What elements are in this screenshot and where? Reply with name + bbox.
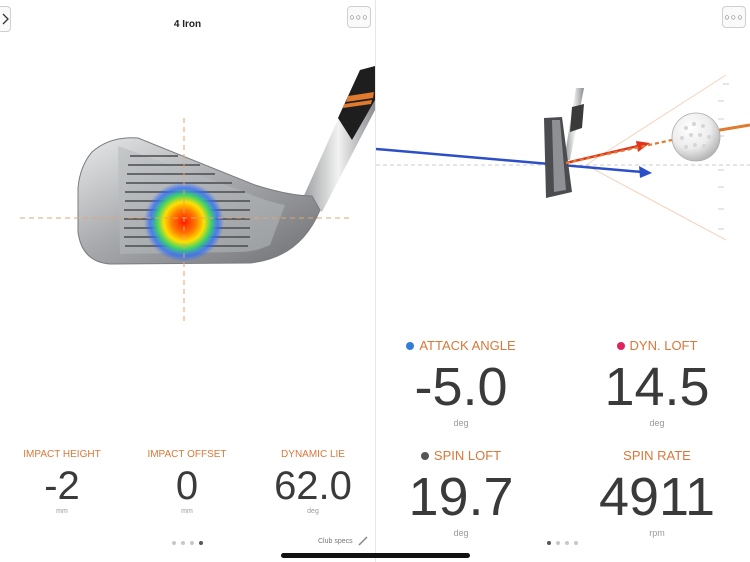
impact-offset-unit: mm — [181, 508, 193, 515]
attack-angle-dot — [406, 341, 415, 350]
impact-offset-value: 0 — [175, 464, 199, 508]
more-options-button[interactable]: ○○○ — [722, 6, 746, 28]
impact-offset-metric: IMPACT OFFSET 0 mm — [143, 449, 231, 515]
attack-angle-unit: deg — [453, 418, 469, 428]
spin-loft-value: 19.7 — [408, 467, 514, 527]
impact-height-label: IMPACT HEIGHT — [23, 449, 101, 460]
page-dot[interactable] — [556, 541, 560, 545]
spin-loft-unit: deg — [453, 528, 469, 538]
page-indicator[interactable] — [172, 541, 203, 545]
club-specs-button[interactable]: Club specs — [318, 535, 369, 547]
spin-rate-value: 4911 — [598, 467, 716, 527]
page-dot[interactable] — [547, 541, 551, 545]
club-specs-label: Club specs — [318, 537, 353, 545]
page-dot[interactable] — [199, 541, 203, 545]
spin-rate-metric: SPIN RATE 4911 rpm — [572, 448, 742, 538]
spin-rate-unit: rpm — [649, 528, 665, 538]
attack-angle-value: -5.0 — [414, 357, 508, 417]
more-icon: ○○○ — [349, 11, 369, 22]
dynamic-loft-dot — [616, 341, 625, 350]
back-button[interactable] — [0, 6, 11, 32]
spin-loft-metric: SPIN LOFT 19.7 deg — [376, 448, 546, 538]
page-dot[interactable] — [574, 541, 578, 545]
club-face-impact-graphic — [20, 66, 375, 322]
club-title: 4 Iron — [173, 19, 202, 30]
page-dot[interactable] — [565, 541, 569, 545]
dynamic-loft-value: 14.5 — [604, 357, 710, 417]
impact-panel: 4 Iron ○○○ — [0, 0, 376, 562]
home-indicator[interactable] — [281, 553, 470, 558]
more-options-button[interactable]: ○○○ — [347, 6, 371, 28]
impact-offset-label: IMPACT OFFSET — [147, 449, 227, 460]
page-indicator[interactable] — [547, 541, 578, 545]
swing-data-panel: ○○○ — [376, 0, 750, 562]
spin-loft-dot — [420, 451, 429, 460]
dynamic-loft-unit: deg — [649, 418, 665, 428]
dynamic-lie-unit: deg — [307, 508, 319, 515]
page-dot[interactable] — [172, 541, 176, 545]
dynamic-lie-value: 62.0 — [274, 464, 352, 508]
attack-angle-label: ATTACK ANGLE — [419, 338, 516, 353]
page-dot[interactable] — [190, 541, 194, 545]
attack-angle-metric: ATTACK ANGLE -5.0 deg — [376, 338, 546, 428]
impact-height-unit: mm — [56, 508, 68, 515]
dynamic-loft-metric: DYN. LOFT 14.5 deg — [572, 338, 742, 428]
dynamic-lie-metric: DYNAMIC LIE 62.0 deg — [268, 449, 358, 515]
ball-launch-graphic — [376, 74, 750, 241]
impact-height-metric: IMPACT HEIGHT -2 mm — [20, 449, 104, 515]
impact-height-value: -2 — [44, 464, 80, 508]
spin-rate-label: SPIN RATE — [623, 448, 691, 463]
dynamic-lie-label: DYNAMIC LIE — [281, 449, 345, 460]
spin-loft-label: SPIN LOFT — [433, 448, 502, 463]
dynamic-loft-label: DYN. LOFT — [629, 338, 698, 353]
pencil-icon — [358, 536, 368, 546]
page-dot[interactable] — [181, 541, 185, 545]
chevron-right-icon — [2, 13, 9, 25]
more-icon: ○○○ — [724, 11, 744, 22]
